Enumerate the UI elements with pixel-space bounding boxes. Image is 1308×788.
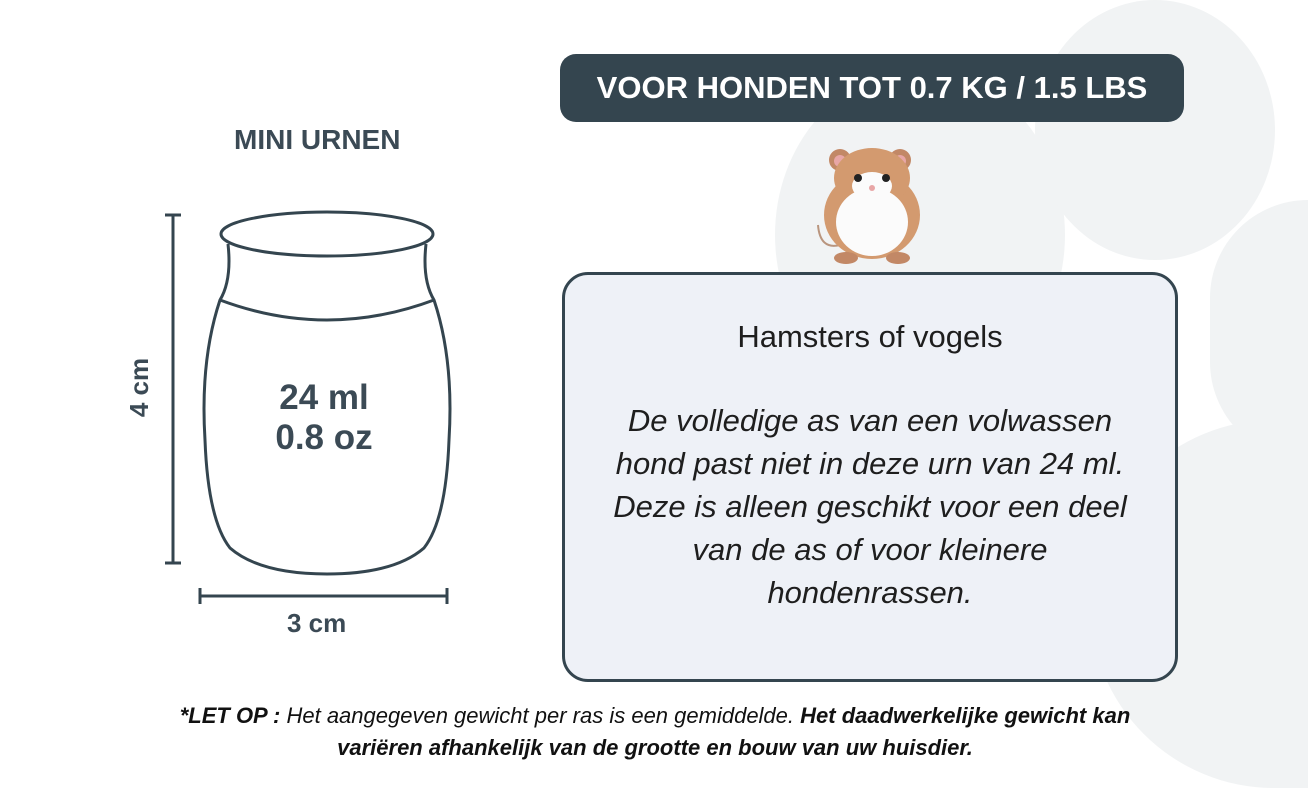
urn-body bbox=[202, 243, 452, 576]
product-title: MINI URNEN bbox=[234, 124, 401, 155]
width-label: 3 cm bbox=[287, 608, 347, 638]
card-body: De volledige as van een volwassen hond p… bbox=[613, 403, 1127, 610]
card-title: Hamsters of vogels bbox=[737, 319, 1003, 354]
volume-ml: 24 ml bbox=[279, 378, 369, 417]
paw-print-background bbox=[1210, 200, 1308, 460]
info-card: Hamsters of vogels De volledige as van e… bbox=[562, 272, 1178, 682]
hamster-icon bbox=[817, 148, 920, 264]
volume-oz: 0.8 oz bbox=[275, 418, 373, 457]
note-bold: Het daadwerkelijke gewicht kan variëren … bbox=[337, 703, 1131, 760]
note-label: *LET OP : bbox=[179, 703, 281, 728]
note-text: Het aangegeven gewicht per ras is een ge… bbox=[280, 703, 801, 728]
urn-diagram bbox=[165, 210, 452, 604]
height-label: 4 cm bbox=[124, 357, 155, 418]
weight-badge: VOOR HONDEN TOT 0.7 KG / 1.5 LBS bbox=[560, 54, 1184, 122]
paw-print-background bbox=[1035, 0, 1275, 260]
disclaimer-note: *LET OP : Het aangegeven gewicht per ras… bbox=[150, 700, 1160, 764]
volume-label: 24 ml 0.8 oz bbox=[222, 378, 426, 458]
urn-lid bbox=[219, 210, 435, 258]
